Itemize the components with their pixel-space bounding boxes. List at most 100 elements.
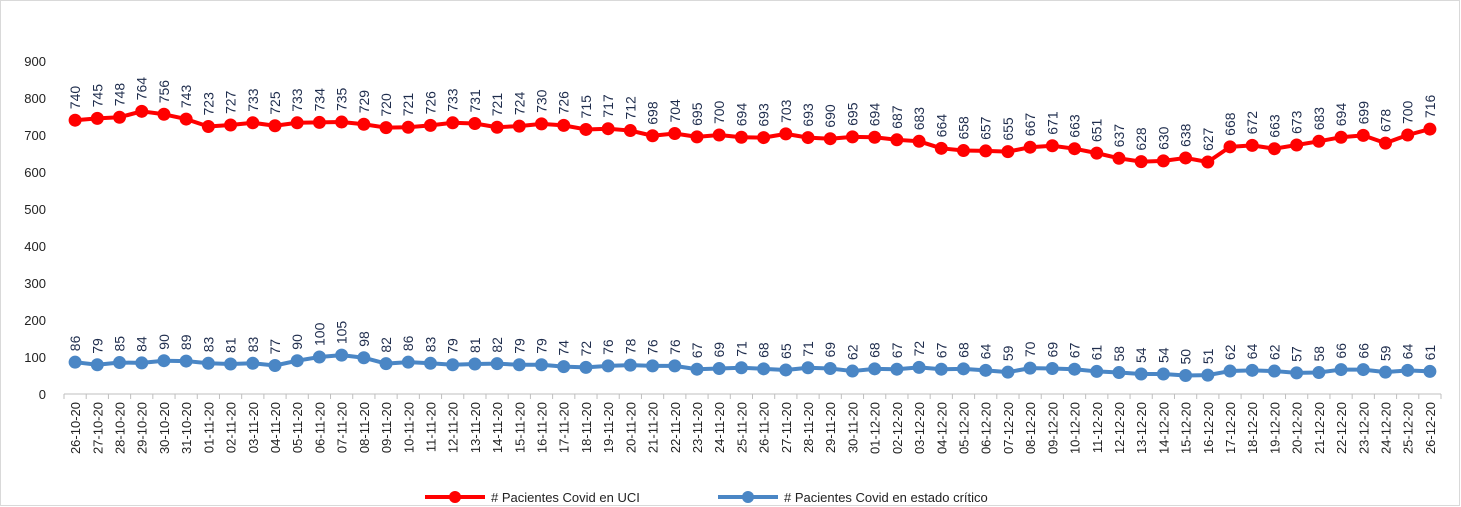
- data-point: [1267, 364, 1281, 378]
- data-point: [734, 361, 748, 375]
- data-point: [668, 359, 682, 373]
- data-label: 90: [156, 334, 172, 350]
- data-point: [423, 356, 437, 370]
- data-label: 678: [1377, 109, 1393, 133]
- x-tick-label: 13-11-20: [468, 402, 483, 453]
- data-point: [601, 122, 615, 136]
- x-tick-label: 29-10-20: [135, 402, 150, 454]
- data-point: [1290, 366, 1304, 380]
- data-point: [490, 357, 504, 371]
- x-tick-label: 31-10-20: [179, 402, 194, 454]
- x-tick-label: 02-11-20: [224, 402, 239, 453]
- data-point: [668, 127, 682, 141]
- data-label: 57: [1289, 346, 1305, 362]
- data-point: [690, 362, 704, 376]
- data-label: 704: [667, 99, 683, 123]
- data-label: 86: [67, 335, 83, 351]
- x-tick-label: 08-11-20: [357, 402, 372, 453]
- data-point: [868, 130, 882, 144]
- data-label: 89: [178, 334, 194, 350]
- data-point: [557, 360, 571, 374]
- data-point: [468, 117, 482, 131]
- data-point: [1201, 368, 1215, 382]
- data-label: 695: [689, 102, 705, 126]
- data-label: 67: [1067, 342, 1083, 358]
- data-point: [224, 118, 238, 132]
- data-label: 65: [778, 343, 794, 359]
- data-point: [557, 118, 571, 132]
- data-label: 69: [711, 342, 727, 358]
- data-label: 627: [1200, 127, 1216, 151]
- data-point: [757, 362, 771, 376]
- data-label: 66: [1355, 343, 1371, 359]
- x-tick-label: 14-11-20: [490, 402, 505, 453]
- data-label: 72: [578, 341, 594, 357]
- data-label: 658: [955, 116, 971, 140]
- data-point: [1134, 155, 1148, 169]
- data-label: 726: [422, 91, 438, 115]
- x-tick-label: 21-11-20: [646, 402, 661, 453]
- data-point: [179, 112, 193, 126]
- data-point: [1312, 134, 1326, 148]
- data-point: [357, 117, 371, 131]
- x-tick-label: 17-12-20: [1223, 402, 1238, 454]
- data-point: [934, 141, 948, 155]
- x-tick-label: 26-10-20: [68, 402, 83, 454]
- data-label: 725: [267, 91, 283, 115]
- data-label: 683: [911, 107, 927, 131]
- data-point: [535, 358, 549, 372]
- x-tick-label: 10-11-20: [401, 402, 416, 453]
- data-label: 700: [711, 100, 727, 124]
- x-tick-label: 22-12-20: [1334, 402, 1349, 454]
- data-label: 68: [756, 342, 772, 358]
- data-point: [268, 119, 282, 133]
- x-tick-label: 02-12-20: [890, 402, 905, 454]
- data-point: [1378, 136, 1392, 150]
- x-tick-label: 15-12-20: [1179, 402, 1194, 454]
- data-point: [357, 351, 371, 365]
- data-point: [1023, 361, 1037, 375]
- data-point: [290, 354, 304, 368]
- data-point: [379, 357, 393, 371]
- data-label: 90: [289, 334, 305, 350]
- x-tick-label: 01-11-20: [201, 402, 216, 453]
- x-tick-label: 27-11-20: [779, 402, 794, 453]
- x-tick-label: 03-12-20: [912, 402, 927, 454]
- x-tick-label: 12-11-20: [446, 402, 461, 453]
- data-label: 721: [400, 93, 416, 117]
- data-label: 68: [955, 342, 971, 358]
- data-point: [1334, 130, 1348, 144]
- data-label: 733: [245, 88, 261, 112]
- data-point: [1356, 363, 1370, 377]
- data-label: 690: [822, 104, 838, 128]
- data-label: 712: [622, 96, 638, 120]
- data-label: 733: [445, 88, 461, 112]
- x-tick-label: 19-12-20: [1267, 402, 1282, 454]
- data-label: 50: [1178, 349, 1194, 365]
- data-point: [601, 359, 615, 373]
- data-label: 664: [933, 114, 949, 138]
- data-point: [512, 119, 526, 133]
- data-label: 748: [112, 83, 128, 107]
- x-tick-label: 06-12-20: [979, 402, 994, 454]
- data-label: 67: [889, 342, 905, 358]
- x-tick-label: 25-12-20: [1401, 402, 1416, 454]
- x-tick-label: 14-12-20: [1156, 402, 1171, 454]
- data-point: [1068, 142, 1082, 156]
- data-label: 79: [534, 338, 550, 354]
- data-point: [1023, 140, 1037, 154]
- data-label: 59: [1000, 345, 1016, 361]
- data-label: 698: [645, 101, 661, 125]
- x-tick-label: 22-11-20: [668, 402, 683, 453]
- data-point: [90, 111, 104, 125]
- data-label: 61: [1089, 345, 1105, 361]
- x-tick-label: 07-12-20: [1001, 402, 1016, 454]
- data-point: [1356, 128, 1370, 142]
- data-label: 663: [1266, 114, 1282, 138]
- data-point: [68, 113, 82, 127]
- data-point: [779, 127, 793, 141]
- data-label: 683: [1311, 107, 1327, 131]
- data-label: 730: [534, 89, 550, 113]
- data-label: 105: [334, 321, 350, 345]
- data-label: 74: [556, 340, 572, 356]
